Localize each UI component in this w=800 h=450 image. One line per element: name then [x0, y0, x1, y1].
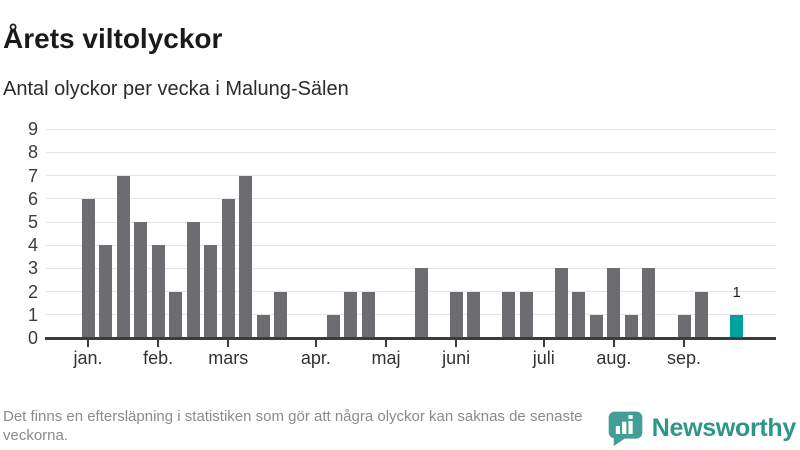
- bar-week-22: [449, 291, 463, 338]
- bar-week-25: [502, 291, 516, 338]
- gridline-y1: [46, 314, 776, 316]
- newsworthy-logo-icon: [608, 411, 643, 447]
- gridline-y9: [46, 128, 776, 130]
- bar-week-20: [414, 268, 428, 338]
- bar-week-5: [151, 245, 165, 338]
- bar-week-32: [624, 314, 638, 338]
- x-axis-tick-maj: [385, 340, 387, 347]
- bar-week-28: [554, 268, 568, 338]
- gridline-y7: [46, 175, 776, 177]
- x-axis-label-feb: feb.: [143, 348, 174, 368]
- y-axis-label: 2: [27, 281, 38, 302]
- bar-week-17: [361, 291, 375, 338]
- gridline-y8: [46, 151, 776, 153]
- y-axis-label: 0: [27, 328, 38, 348]
- x-axis-tick-mars: [227, 340, 230, 347]
- highlighted-bar-week-38: [730, 314, 744, 338]
- bar-week-10: [239, 175, 253, 338]
- gridline-y2: [46, 291, 776, 293]
- x-axis-tick-juli: [542, 340, 545, 347]
- gridline-y4: [46, 244, 776, 246]
- bar-week-30: [589, 314, 603, 338]
- x-axis-label-mars: mars: [208, 348, 249, 368]
- gridline-y3: [46, 267, 776, 269]
- bar-week-12: [274, 291, 288, 338]
- bar-week-29: [572, 291, 586, 338]
- bar-week-6: [169, 291, 183, 338]
- bar-week-35: [677, 314, 691, 338]
- chart-subtitle: Antal olyckor per vecka i Malung-Sälen: [3, 78, 349, 100]
- bar-week-9: [221, 198, 235, 338]
- bar-week-4: [134, 222, 148, 338]
- x-axis-label-sep: sep.: [667, 348, 702, 368]
- bar-week-7: [186, 222, 200, 338]
- y-axis-label: 7: [27, 165, 38, 186]
- y-axis-label: 8: [27, 142, 38, 163]
- x-axis-label-apr: apr.: [300, 348, 331, 368]
- bar-week-23: [467, 291, 481, 338]
- bar-week-3: [116, 175, 130, 338]
- x-axis-tick-sep: [683, 340, 686, 347]
- x-axis-tick-apr: [314, 340, 317, 347]
- x-axis-label-aug: aug.: [596, 348, 632, 368]
- x-axis-label-juli: juli: [532, 348, 555, 368]
- gridline-y6: [46, 198, 776, 200]
- x-axis-tick-aug: [612, 340, 615, 347]
- bar-chart: 0 1 2 3 4 5 6 7 8 9 1 jan. feb. mars apr. maj juni juli au…: [0, 115, 800, 375]
- chart-title: Årets viltolyckor: [3, 22, 223, 54]
- y-axis-label: 5: [27, 212, 38, 232]
- x-axis-tick-feb: [157, 340, 160, 347]
- bar-week-15: [326, 314, 340, 338]
- newsworthy-wordmark: Newsworthy: [651, 414, 797, 442]
- newsworthy-brand-link[interactable]: Newsworthy: [607, 410, 796, 447]
- bar-week-36: [695, 291, 709, 338]
- bar-week-8: [204, 245, 218, 338]
- y-axis-label: 1: [27, 304, 38, 325]
- bar-week-11: [256, 314, 270, 338]
- x-axis-label-maj: maj: [371, 348, 401, 368]
- bar-week-31: [607, 268, 621, 338]
- bar-week-33: [642, 268, 656, 338]
- x-axis-tick-juni: [455, 340, 458, 347]
- bar-week-16: [344, 291, 358, 338]
- x-axis-label-juni: juni: [442, 348, 471, 368]
- y-axis-label: 6: [27, 188, 38, 209]
- bar-week-26: [519, 291, 533, 338]
- x-axis-line: [45, 337, 776, 340]
- bar-week-2: [99, 245, 113, 338]
- gridline-y5: [46, 221, 776, 223]
- last-bar-value-label: 1: [732, 283, 741, 301]
- bar-week-1: [81, 198, 95, 338]
- x-axis-label-jan: jan.: [73, 348, 103, 368]
- y-axis-label: 4: [27, 235, 38, 256]
- footnote-text: Det finns en eftersläpning i statistiken…: [3, 408, 583, 444]
- y-axis-label: 9: [27, 119, 38, 140]
- x-axis-tick-jan: [87, 340, 89, 347]
- y-axis-label: 3: [27, 258, 38, 279]
